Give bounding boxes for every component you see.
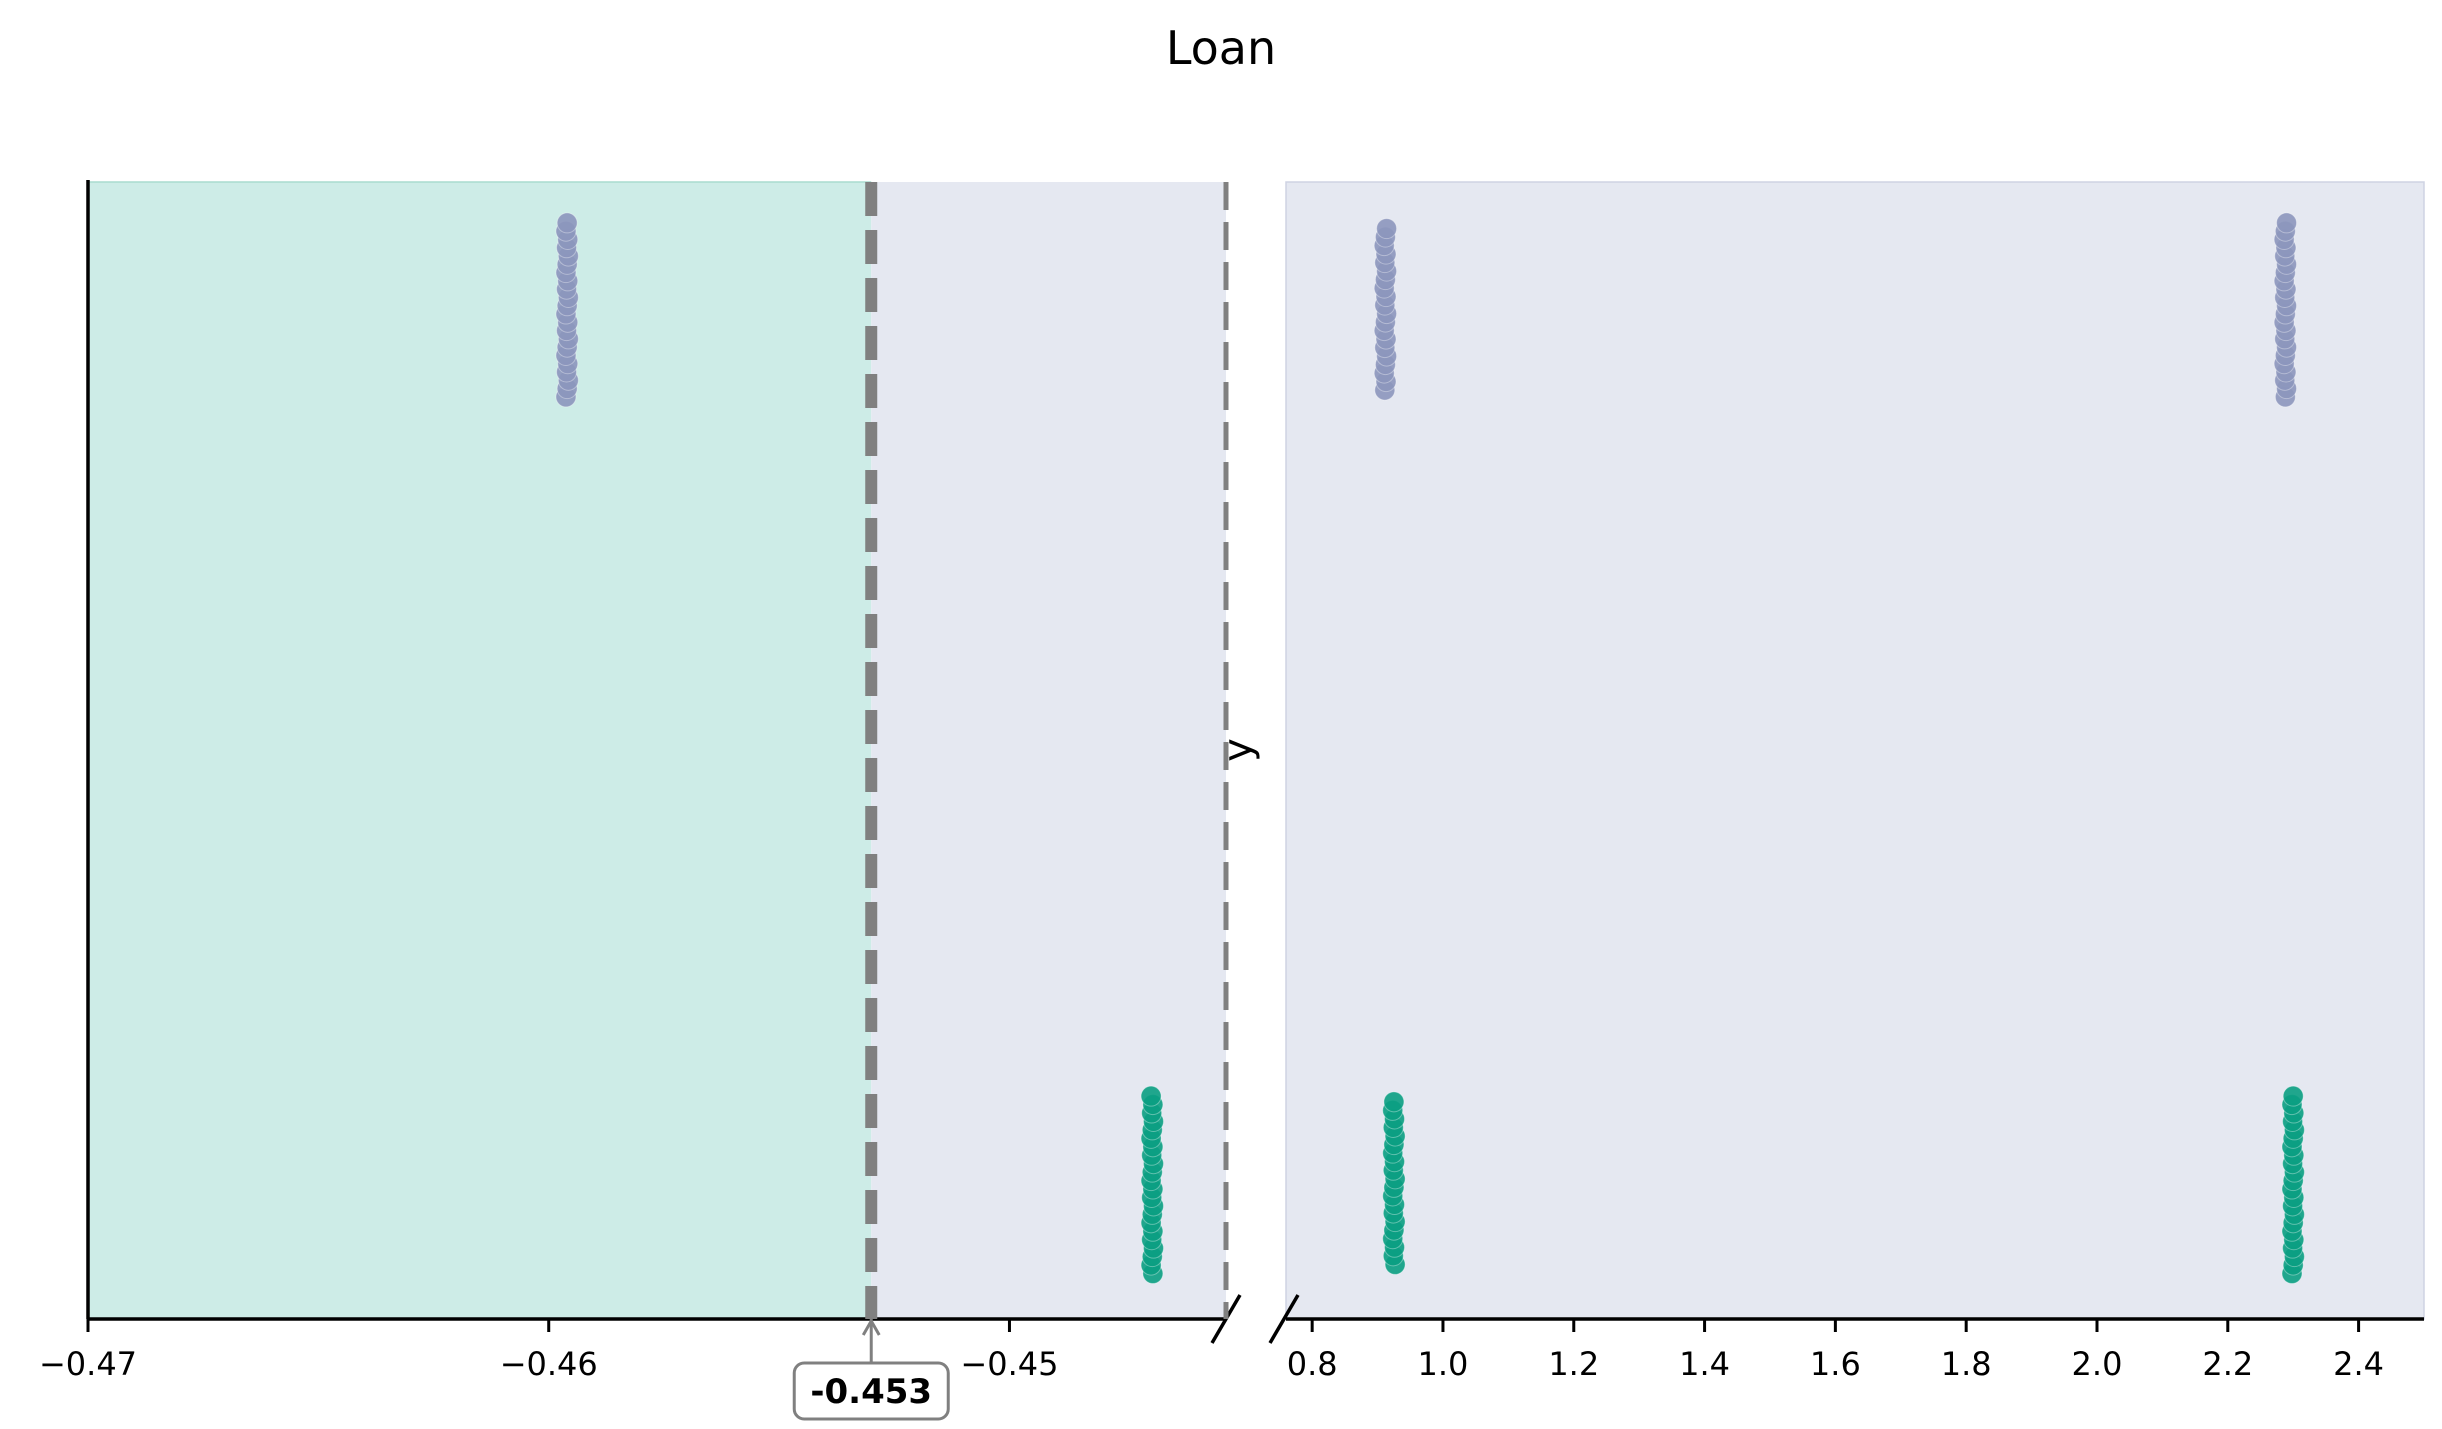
scatter-point [1383,1091,1405,1113]
scatter-point [2282,1085,2304,1107]
threshold-arrow-head [861,1317,881,1336]
axis-break-mark-right [1268,1294,1300,1344]
threshold-label: -0.453 [810,1372,932,1412]
x-tick-label: 2.2 [2202,1345,2253,1383]
x-tick-label: −0.45 [960,1345,1058,1383]
chart-title: Loan [1166,21,1276,75]
threshold-label-box [792,1361,950,1421]
x-tick-label: 1.2 [1548,1345,1599,1383]
x-tick-label: 1.4 [1679,1345,1730,1383]
x-tick-label: 1.6 [1810,1345,1861,1383]
scatter-point [1376,218,1398,240]
x-tick-label: −0.46 [500,1345,598,1383]
x-tick-label: 0.8 [1287,1345,1338,1383]
left-panel: −0.47 −0.46 −0.45 -0.453 [39,180,1242,1421]
region-left-class1 [88,182,872,1319]
region-left-class0 [871,182,1226,1319]
x-tick-label: 2.0 [2072,1345,2123,1383]
scatter-point [1140,1085,1162,1107]
right-panel: 0.8 1.0 1.2 1.4 1.6 1.8 2.0 2.2 2.4 [1268,181,2425,1383]
x-tick-label: 1.0 [1418,1345,1469,1383]
x-tick-label: 1.8 [1941,1345,1992,1383]
x-tick-label: −0.47 [39,1345,137,1383]
scatter-point [2276,212,2298,234]
scatter-point [556,212,578,234]
region-right-class0 [1285,181,2425,1320]
x-tick-label: 2.4 [2333,1345,2384,1383]
